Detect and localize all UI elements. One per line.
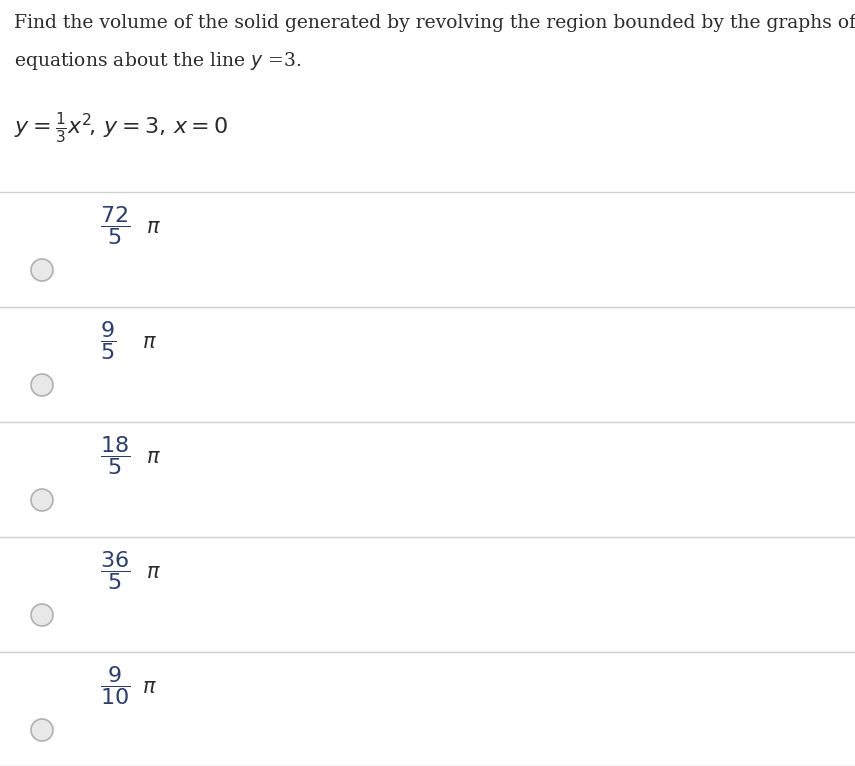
Text: $\pi$: $\pi$ [146,448,161,467]
Text: $\dfrac{72}{5}$: $\dfrac{72}{5}$ [100,204,130,247]
Text: $\dfrac{9}{5}$: $\dfrac{9}{5}$ [100,319,116,362]
Text: Find the volume of the solid generated by revolving the region bounded by the gr: Find the volume of the solid generated b… [14,14,855,32]
Text: $\pi$: $\pi$ [142,333,156,352]
Circle shape [31,604,53,626]
Text: $\pi$: $\pi$ [142,678,156,697]
Circle shape [31,374,53,396]
Text: $\dfrac{36}{5}$: $\dfrac{36}{5}$ [100,549,130,592]
Circle shape [31,489,53,511]
Text: $\dfrac{9}{10}$: $\dfrac{9}{10}$ [100,664,130,707]
Text: $\dfrac{18}{5}$: $\dfrac{18}{5}$ [100,434,130,477]
Circle shape [31,719,53,741]
Text: $\pi$: $\pi$ [146,218,161,237]
Text: equations about the line $y$ =3.: equations about the line $y$ =3. [14,50,302,72]
Text: $\pi$: $\pi$ [146,563,161,582]
Circle shape [31,259,53,281]
Text: $y = \frac{1}{3}x^{2}\!,\,y = 3,\,x = 0$: $y = \frac{1}{3}x^{2}\!,\,y = 3,\,x = 0$ [14,110,228,145]
